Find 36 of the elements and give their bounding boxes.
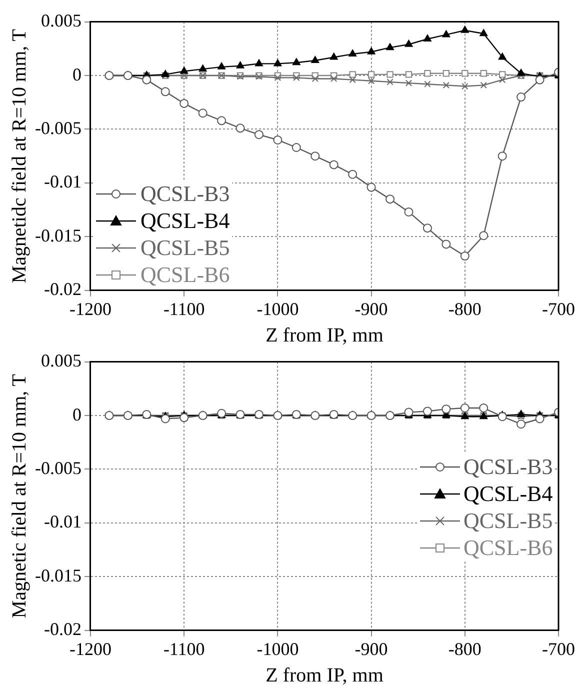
y-tick-label: -0.02	[44, 619, 82, 640]
y-axis-title: Magnetic field at R=10 mm, T	[8, 374, 30, 618]
y-tick-label: -0.01	[44, 512, 82, 532]
legend-label: QCSL-B5	[464, 507, 553, 534]
y-tick-label: -0.01	[44, 172, 82, 192]
x-tick-label: -1200	[69, 638, 112, 659]
x-tick-label: -1100	[163, 638, 205, 659]
y-tick-label: -0.02	[44, 279, 82, 300]
legend-label: QCSL-B5	[140, 234, 230, 262]
x-tick-label: -1000	[256, 638, 299, 659]
x-tick-label: -700	[542, 298, 576, 319]
x-tick-label: -1200	[69, 298, 112, 319]
y-tick-label: -0.005	[34, 118, 82, 138]
y-tick-label: -0.015	[34, 565, 82, 586]
x-tick-label: -900	[354, 638, 388, 659]
x-tick-label: -800	[448, 298, 482, 319]
x-tick-label: -900	[354, 298, 388, 319]
legend-label: QCSL-B3	[140, 180, 230, 208]
y-tick-label: -0.005	[34, 458, 82, 478]
y-tick-label: -0.015	[34, 225, 82, 246]
x-tick-label: -1000	[256, 298, 299, 319]
x-tick-label: -1100	[163, 298, 205, 319]
x-axis-title: Z from IP, mm	[266, 324, 384, 346]
legend-label: QCSL-B6	[464, 534, 553, 562]
y-tick-label: 0	[72, 64, 82, 84]
legend-label: QCSL-B6	[140, 261, 230, 288]
legend-label: QCSL-B4	[464, 480, 553, 508]
y-tick-label: 0.005	[40, 350, 82, 371]
y-axis-title: Magnetidc field at R=10 mm, T	[8, 29, 30, 284]
x-axis-title: Z from IP, mm	[266, 664, 384, 686]
legend-label: QCSL-B3	[464, 453, 553, 480]
y-tick-label: 0.005	[40, 10, 82, 31]
y-tick-label: 0	[72, 404, 82, 424]
x-tick-label: -800	[448, 638, 482, 659]
x-tick-label: -700	[542, 638, 576, 659]
legend-label: QCSL-B4	[140, 207, 230, 234]
